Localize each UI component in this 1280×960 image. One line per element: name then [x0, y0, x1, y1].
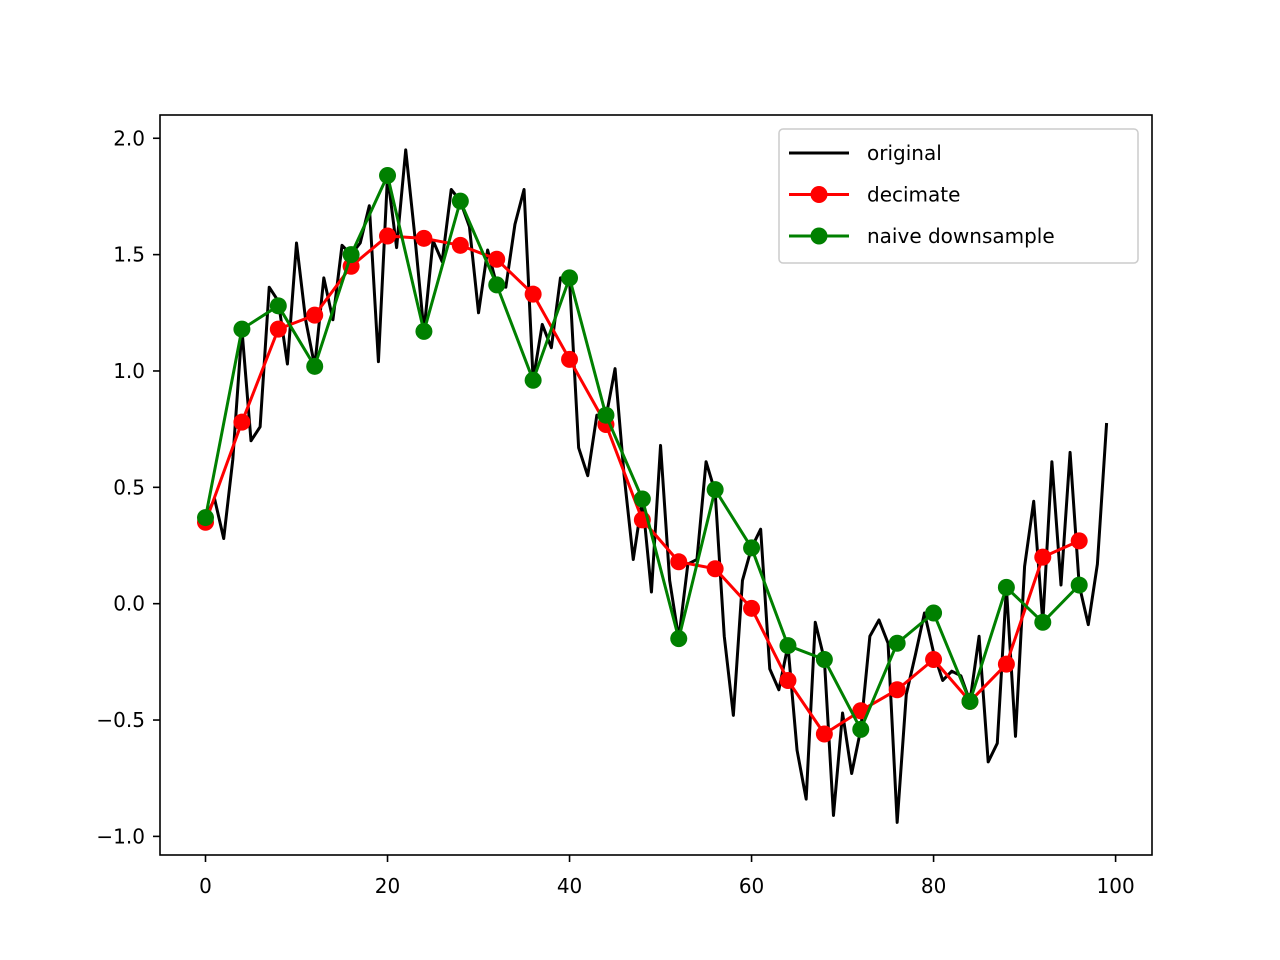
y-axis: −1.0 −0.5 0.0 0.5 1.0 1.5 2.0	[96, 126, 160, 848]
data-point-naive-downsample	[997, 578, 1015, 596]
series-group	[197, 148, 1109, 824]
y-tick-label: 0.5	[113, 475, 145, 499]
data-point-naive-downsample	[1034, 613, 1052, 631]
data-point-naive-downsample	[488, 276, 506, 294]
data-point-decimate	[379, 227, 397, 245]
data-point-decimate	[925, 651, 943, 669]
y-tick-label: 0.0	[113, 592, 145, 616]
data-point-decimate	[706, 560, 724, 578]
legend-marker-naive-downsample	[810, 227, 828, 245]
data-point-naive-downsample	[415, 322, 433, 340]
x-axis: 0 20 40 60 80 100	[199, 855, 1135, 898]
data-point-naive-downsample	[1070, 576, 1088, 594]
data-point-decimate	[269, 320, 287, 338]
legend-label-decimate: decimate	[867, 183, 960, 207]
data-point-naive-downsample	[888, 634, 906, 652]
x-tick-label: 0	[199, 874, 212, 898]
data-point-naive-downsample	[342, 246, 360, 264]
legend-label-original: original	[867, 141, 942, 165]
data-point-naive-downsample	[633, 490, 651, 508]
data-point-naive-downsample	[197, 509, 215, 527]
data-point-decimate	[524, 285, 542, 303]
data-point-naive-downsample	[524, 371, 542, 389]
data-point-decimate	[561, 350, 579, 368]
data-point-naive-downsample	[269, 297, 287, 315]
data-point-naive-downsample	[597, 406, 615, 424]
legend: original decimate naive downsample	[778, 128, 1139, 264]
data-point-naive-downsample	[961, 692, 979, 710]
data-point-naive-downsample	[451, 192, 469, 210]
legend-marker-decimate	[810, 186, 828, 203]
data-point-decimate	[743, 599, 761, 617]
data-point-decimate	[1070, 532, 1088, 550]
data-point-decimate	[997, 655, 1015, 673]
x-tick-label: 20	[375, 874, 400, 898]
y-tick-label: 1.0	[113, 359, 145, 383]
axes-frame	[159, 114, 1153, 856]
data-point-naive-downsample	[379, 167, 397, 185]
y-tick-label: 1.5	[113, 243, 145, 267]
data-point-decimate	[852, 702, 870, 720]
data-point-naive-downsample	[925, 604, 943, 622]
data-point-decimate	[670, 553, 688, 571]
y-tick-label: −0.5	[96, 708, 145, 732]
legend-label-naive-downsample: naive downsample	[867, 224, 1055, 248]
data-point-decimate	[888, 681, 906, 699]
x-tick-label: 40	[557, 874, 582, 898]
data-point-naive-downsample	[815, 651, 833, 669]
data-point-naive-downsample	[852, 720, 870, 738]
data-point-decimate	[306, 306, 324, 324]
data-point-decimate	[779, 671, 797, 689]
data-point-decimate	[415, 229, 433, 247]
x-tick-label: 60	[739, 874, 764, 898]
y-tick-label: 2.0	[113, 126, 145, 150]
data-point-naive-downsample	[233, 320, 251, 338]
data-point-decimate	[488, 250, 506, 268]
data-point-naive-downsample	[306, 357, 324, 375]
x-tick-label: 80	[921, 874, 946, 898]
data-point-decimate	[451, 236, 469, 254]
legend-box	[778, 128, 1139, 264]
data-point-naive-downsample	[779, 637, 797, 655]
data-point-decimate	[233, 413, 251, 431]
data-point-decimate	[1034, 548, 1052, 566]
data-point-naive-downsample	[706, 481, 724, 499]
data-point-naive-downsample	[743, 539, 761, 557]
data-point-naive-downsample	[670, 630, 688, 648]
data-point-decimate	[815, 725, 833, 743]
y-tick-label: −1.0	[96, 824, 145, 848]
plot-area	[159, 114, 1153, 856]
x-tick-label: 100	[1097, 874, 1135, 898]
data-point-naive-downsample	[561, 269, 579, 287]
